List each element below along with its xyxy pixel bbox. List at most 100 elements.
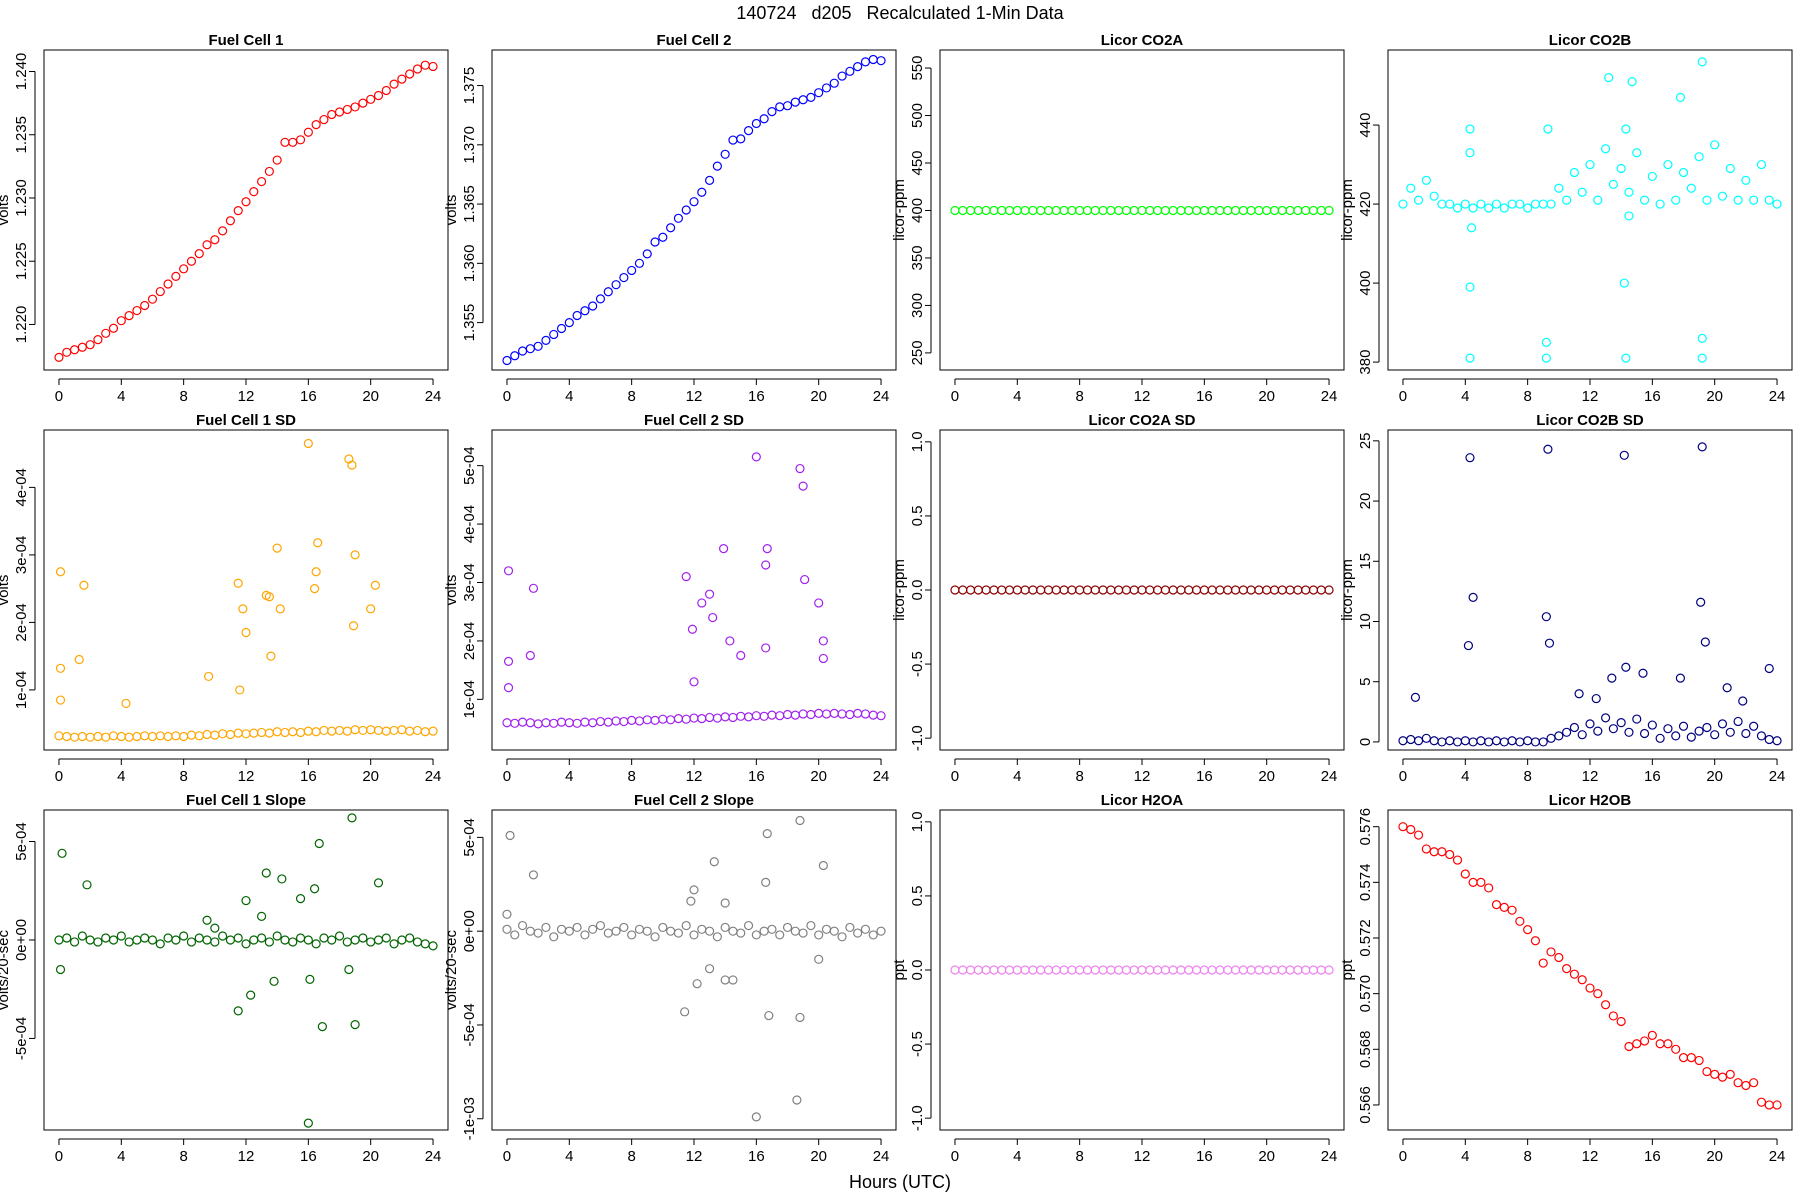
point (327, 726, 337, 736)
x-tick-label: 4 (1013, 1148, 1021, 1165)
point (1230, 205, 1241, 216)
point (1277, 205, 1287, 216)
x-tick-label: 16 (1196, 1148, 1213, 1165)
point (673, 213, 684, 223)
point (666, 715, 676, 725)
point (1254, 205, 1264, 216)
point (1507, 736, 1517, 746)
point (981, 585, 991, 595)
point (1697, 353, 1707, 363)
point (186, 256, 197, 266)
points (502, 54, 886, 366)
point (1452, 203, 1463, 213)
point (658, 714, 668, 724)
point (1465, 282, 1475, 292)
point (792, 1095, 802, 1105)
y-axis-label: licor-ppm (891, 559, 908, 621)
point (1114, 965, 1124, 975)
point (1632, 1039, 1642, 1049)
point (1702, 722, 1712, 733)
x-tick-label: 12 (1582, 1148, 1599, 1165)
point (303, 935, 313, 945)
panel: Licor CO2A SD licor-ppm 0 4 8 12 16 20 24 -1.0 -0.… (891, 412, 1345, 785)
point (1043, 965, 1054, 975)
point (1293, 965, 1303, 975)
point (1543, 124, 1553, 134)
point (1749, 195, 1759, 205)
point (1215, 965, 1225, 975)
point (194, 731, 204, 741)
point (1562, 195, 1572, 205)
point (101, 732, 111, 742)
point (147, 731, 158, 742)
point (347, 460, 357, 470)
point (1647, 720, 1657, 730)
x-tick-label: 8 (627, 1148, 635, 1165)
point (1160, 965, 1170, 975)
point (1285, 585, 1295, 595)
point (1749, 721, 1759, 731)
point (303, 127, 313, 137)
point (295, 135, 306, 145)
point (751, 930, 761, 940)
point (1702, 1066, 1712, 1077)
point (564, 926, 574, 936)
point (1468, 737, 1478, 747)
point (853, 928, 863, 938)
points (502, 452, 886, 729)
point (1301, 585, 1311, 595)
point (658, 232, 668, 242)
point (681, 572, 691, 582)
point (868, 930, 878, 940)
point (603, 928, 613, 938)
x-tick-label: 24 (425, 1148, 442, 1165)
point (528, 870, 539, 880)
point (1538, 199, 1548, 209)
x-tick-label: 8 (1075, 768, 1083, 785)
point (634, 924, 645, 934)
point (1090, 205, 1100, 216)
point (1639, 728, 1650, 739)
point (309, 884, 320, 894)
x-tick-label: 12 (238, 1148, 255, 1165)
point (1230, 965, 1241, 975)
point (1012, 205, 1022, 216)
point (428, 61, 438, 72)
y-tick-label: 0e+00 (13, 919, 30, 961)
point (814, 930, 824, 940)
point (1036, 205, 1046, 216)
point (958, 965, 968, 975)
point (1608, 724, 1618, 734)
x-tick-label: 20 (1258, 768, 1275, 785)
point (1036, 585, 1046, 595)
x-tick-label: 0 (55, 768, 63, 785)
x-tick-label: 16 (748, 768, 765, 785)
point (973, 205, 983, 216)
points (502, 815, 886, 1122)
point (350, 1020, 360, 1030)
point (603, 287, 613, 297)
point (1308, 585, 1319, 595)
point (634, 258, 645, 268)
y-tick-label: 1.360 (461, 245, 478, 283)
y-tick-label: 0.570 (1357, 975, 1374, 1013)
x-tick-label: 20 (362, 388, 379, 405)
point (179, 931, 189, 941)
point (1733, 716, 1743, 727)
point (1184, 585, 1194, 595)
y-tick-label: 4e-04 (13, 468, 30, 506)
x-tick-label: 0 (55, 388, 63, 405)
point (1293, 205, 1303, 216)
point (1686, 1053, 1696, 1063)
point (1238, 205, 1248, 216)
point (950, 205, 960, 216)
x-tick-label: 16 (1196, 768, 1213, 785)
point (1468, 592, 1478, 603)
point (782, 709, 793, 720)
x-tick-label: 12 (1134, 388, 1151, 405)
y-tick-label: 400 (1357, 271, 1374, 296)
point (1541, 353, 1551, 363)
point (428, 726, 438, 736)
point (348, 621, 359, 631)
point (405, 933, 415, 943)
